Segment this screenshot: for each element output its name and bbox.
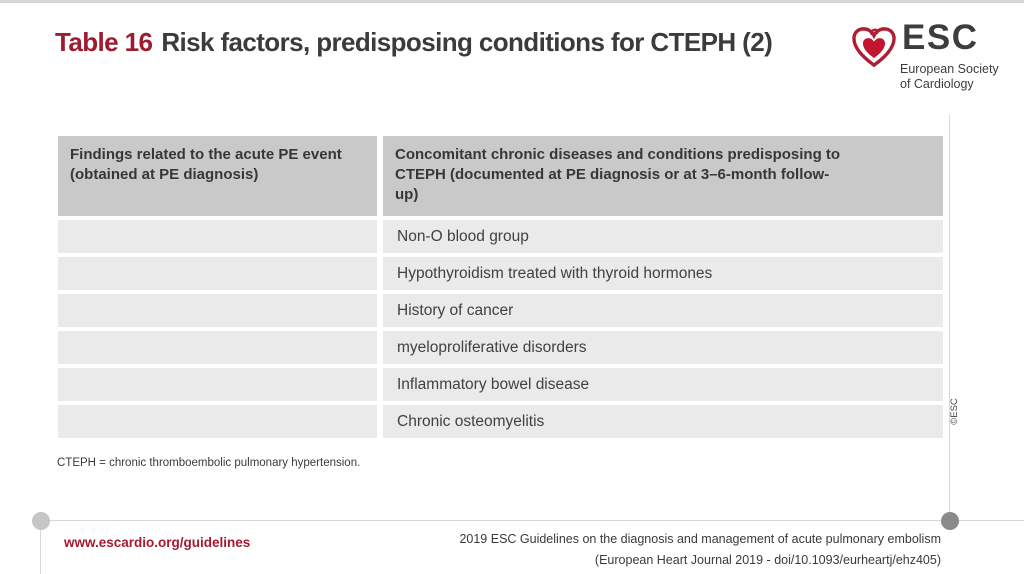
- right-vertical-divider: [949, 115, 950, 521]
- table-number-label: Table 16: [55, 27, 153, 57]
- table-cell-findings: [58, 294, 377, 327]
- guidelines-link[interactable]: www.escardio.org/guidelines: [64, 535, 251, 550]
- table-cell-findings: [58, 368, 377, 401]
- table-cell-condition: Non-O blood group: [383, 220, 943, 253]
- esc-subtitle-line2: of Cardiology: [900, 77, 974, 91]
- risk-factors-table: Findings related to the acute PE event (…: [58, 136, 943, 438]
- reference-block: 2019 ESC Guidelines on the diagnosis and…: [459, 529, 941, 571]
- reference-line2: (European Heart Journal 2019 - doi/10.10…: [594, 553, 941, 567]
- table-cell-findings: [58, 405, 377, 438]
- table-cell-condition: Inflammatory bowel disease: [383, 368, 943, 401]
- reference-line1: 2019 ESC Guidelines on the diagnosis and…: [459, 532, 941, 546]
- esc-watermark: ©ESC: [948, 397, 960, 425]
- table-cell-condition: History of cancer: [383, 294, 943, 327]
- table-cell-condition: myeloproliferative disorders: [383, 331, 943, 364]
- table-cell-condition: Chronic osteomyelitis: [383, 405, 943, 438]
- footer-left-divider: [40, 521, 41, 574]
- footer-left-dot: [32, 512, 50, 530]
- table-cell-condition: Hypothyroidism treated with thyroid horm…: [383, 257, 943, 290]
- table-cell-findings: [58, 220, 377, 253]
- table-cell-findings: [58, 331, 377, 364]
- esc-subtitle-line1: European Society: [900, 62, 999, 76]
- footer-right-dot: [941, 512, 959, 530]
- header-cell-conditions: Concomitant chronic diseases and conditi…: [383, 136, 943, 216]
- esc-wordmark: ESC: [902, 18, 979, 57]
- table-cell-findings: [58, 257, 377, 290]
- slide-top-border: [0, 0, 1024, 3]
- page-title: Table 16 Risk factors, predisposing condi…: [55, 27, 773, 58]
- esc-subtitle: European Society of Cardiology: [900, 62, 999, 92]
- esc-heart-icon: [852, 27, 896, 68]
- title-text: Risk factors, predisposing conditions fo…: [161, 27, 773, 57]
- header-cell-findings: Findings related to the acute PE event (…: [58, 136, 377, 216]
- footnote: CTEPH = chronic thromboembolic pulmonary…: [57, 457, 361, 469]
- footer-divider: [40, 520, 1024, 521]
